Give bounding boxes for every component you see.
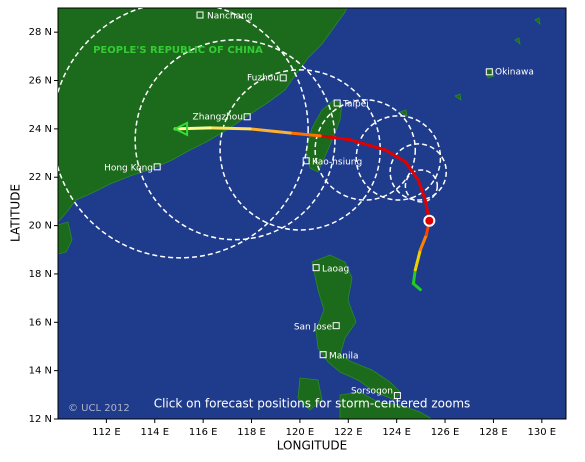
- copyright: © UCL 2012: [68, 403, 130, 414]
- track-segment: [208, 126, 252, 131]
- place-marker: [485, 68, 493, 76]
- region-label: PEOPLE'S REPUBLIC OF CHINA: [93, 45, 263, 56]
- place-marker: [302, 157, 310, 165]
- y-tick-label: 20 N: [29, 221, 52, 232]
- track-segment: [348, 138, 387, 152]
- place-label: Fuzhou: [247, 74, 279, 84]
- track-segment: [416, 178, 427, 202]
- place-label: Manila: [329, 352, 359, 362]
- place-marker: [279, 74, 287, 82]
- y-tick-label: 26 N: [29, 76, 52, 87]
- forecast-circle[interactable]: [134, 39, 336, 241]
- forecast-circle[interactable]: [404, 169, 439, 203]
- place-marker: [333, 99, 341, 107]
- y-tick-label: 12 N: [29, 414, 52, 425]
- x-tick-label: 126 E: [431, 427, 460, 438]
- frame: [57, 7, 567, 420]
- track-segment: [411, 268, 417, 286]
- place-label: Taipei: [342, 100, 369, 110]
- place-label: San Jose: [294, 323, 333, 333]
- x-axis-label: LONGITUDE: [277, 439, 347, 453]
- note[interactable]: Click on forecast positions for storm-ce…: [154, 397, 471, 411]
- y-tick-label: 14 N: [29, 366, 52, 377]
- place-label: Kao-hsiung: [312, 158, 362, 168]
- x-tick-label: 124 E: [382, 427, 411, 438]
- x-tick-label: 130 E: [528, 427, 557, 438]
- y-axis-label: LATITUDE: [9, 184, 23, 242]
- place-marker: [319, 351, 327, 359]
- track-segment: [248, 127, 292, 135]
- place-marker: [196, 11, 204, 19]
- mindoro: [297, 377, 323, 411]
- track-end-arrow: [172, 121, 189, 137]
- visayas: [339, 391, 433, 419]
- place-label: Nanchang: [207, 12, 253, 22]
- okinawa: [399, 17, 541, 117]
- place-label: Zhangzhou: [193, 113, 243, 123]
- place-marker: [153, 163, 161, 171]
- y-tick-label: 16 N: [29, 317, 52, 328]
- x-tick-label: 114 E: [140, 427, 169, 438]
- luzon: [311, 254, 401, 401]
- place-marker: [312, 264, 320, 272]
- mainland: [58, 8, 348, 223]
- forecast-circle[interactable]: [355, 115, 442, 201]
- place-label: Sorsogon: [351, 387, 393, 397]
- forecast-circle[interactable]: [52, 2, 309, 259]
- x-tick-label: 128 E: [479, 427, 508, 438]
- forecast-circle[interactable]: [314, 99, 417, 201]
- track-segment: [383, 148, 407, 164]
- y-tick-label: 28 N: [29, 27, 52, 38]
- x-tick-label: 120 E: [286, 427, 315, 438]
- y-tick-label: 18 N: [29, 269, 52, 280]
- x-tick-label: 122 E: [334, 427, 363, 438]
- track-segment: [173, 126, 212, 131]
- place-label: Hong Kong: [104, 164, 153, 174]
- place-label: Okinawa: [495, 68, 534, 78]
- track-segment: [413, 248, 422, 272]
- track-segment: [418, 233, 428, 252]
- leizhou: [58, 221, 73, 255]
- place-marker: [332, 322, 340, 330]
- track-segment: [403, 160, 420, 182]
- place-marker: [243, 113, 251, 121]
- track-segment: [288, 131, 322, 138]
- x-tick-label: 116 E: [189, 427, 218, 438]
- forecast-circle[interactable]: [389, 143, 448, 201]
- y-tick-label: 22 N: [29, 172, 52, 183]
- y-tick-label: 24 N: [29, 124, 52, 135]
- x-tick-label: 118 E: [237, 427, 266, 438]
- place-marker: [393, 392, 401, 400]
- track-segment: [318, 134, 352, 142]
- current-position: [423, 214, 436, 227]
- track-segment: [411, 282, 422, 292]
- x-tick-label: 112 E: [92, 427, 121, 438]
- place-label: Laoag: [322, 265, 349, 275]
